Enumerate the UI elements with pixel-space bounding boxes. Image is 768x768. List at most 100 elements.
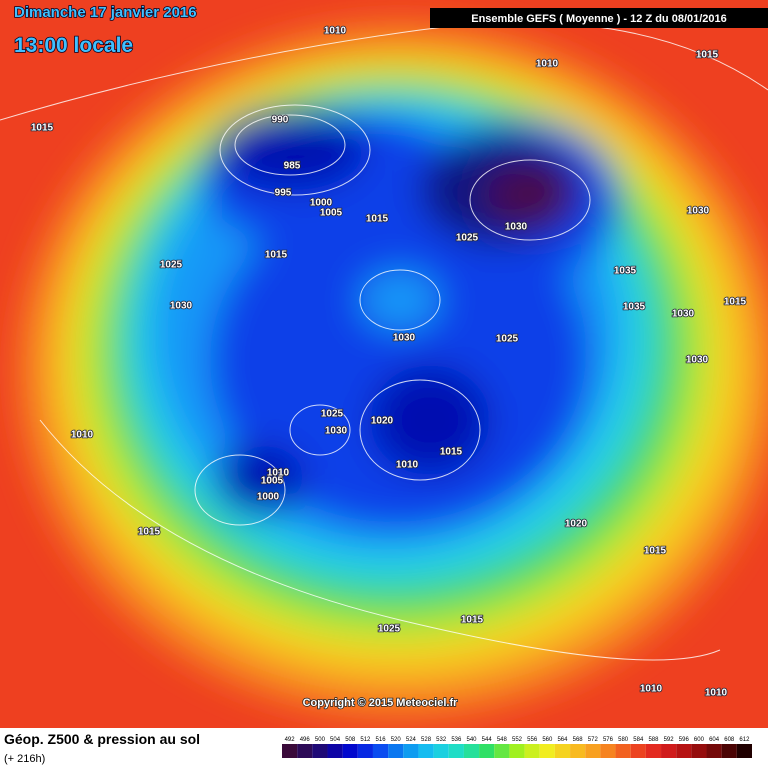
isobar-label: 990 <box>272 115 289 126</box>
colorbar-label: 544 <box>482 737 493 743</box>
colorbar-cell <box>661 744 677 758</box>
isobar-label: 1025 <box>321 409 344 420</box>
isobar-label: 1015 <box>696 50 719 61</box>
colorbar-label: 604 <box>709 737 720 743</box>
model-info: Ensemble GEFS ( Moyenne ) - 12 Z du 08/0… <box>471 13 727 25</box>
colorbar-cell <box>282 744 298 758</box>
colorbar-cell <box>357 744 373 758</box>
colorbar-label: 600 <box>694 737 705 743</box>
isobar-label: 1010 <box>324 26 347 37</box>
isobar-label: 1015 <box>724 297 747 308</box>
colorbar-cell <box>448 744 464 758</box>
colorbar-cell <box>463 744 480 758</box>
colorbar-cell <box>297 744 313 758</box>
colorbar-label: 568 <box>573 737 584 743</box>
colorbar-cell <box>706 744 722 758</box>
colorbar-label: 504 <box>330 737 341 743</box>
colorbar-cell <box>494 744 510 758</box>
colorbar-label: 540 <box>467 737 478 743</box>
isobar-label: 1010 <box>396 460 419 471</box>
colorbar-label: 548 <box>497 737 508 743</box>
isobar-label: 1015 <box>265 250 288 261</box>
colorbar-cell <box>676 744 692 758</box>
isobar-label: 1025 <box>496 334 519 345</box>
colorbar-cell <box>372 744 389 758</box>
isobar-label: 1020 <box>565 519 588 530</box>
colorbar-cell <box>312 744 328 758</box>
copyright: Copyright © 2015 Meteociel.fr <box>303 697 459 709</box>
colorbar-label: 496 <box>300 737 311 743</box>
colorbar-cell <box>615 744 631 758</box>
colorbar-label: 592 <box>664 737 675 743</box>
colorbar-label: 516 <box>376 737 387 743</box>
isobar-label: 1025 <box>160 260 183 271</box>
colorbar-label: 520 <box>391 737 402 743</box>
colorbar-cell <box>630 744 646 758</box>
colorbar-cell <box>403 744 419 758</box>
isobar-label: 1030 <box>672 309 695 320</box>
isobar-label: 1015 <box>440 447 463 458</box>
isobar-label: 985 <box>284 161 301 172</box>
colorbar: 492 496 500 504 508 512 516 520 524 528 532 536 540 5… <box>282 737 752 758</box>
colorbar-cell <box>585 744 601 758</box>
colorbar-label: 532 <box>436 737 447 743</box>
isobar-labels: 1010101010151015990985995100010051015102… <box>30 25 747 700</box>
colorbar-cell <box>554 744 571 758</box>
isobar-label: 995 <box>275 188 292 199</box>
isobar-label: 1010 <box>267 468 290 479</box>
isobar-label: 1010 <box>536 59 559 70</box>
isobar-label: 1035 <box>623 302 646 313</box>
date: Dimanche 17 janvier 2016 <box>14 4 197 21</box>
colorbar-cell <box>736 744 752 758</box>
isobar-label: 1010 <box>640 684 663 695</box>
colorbar-label: 584 <box>633 737 644 743</box>
colorbar-cell <box>342 744 358 758</box>
colorbar-label: 564 <box>557 737 568 743</box>
isobar-label: 1030 <box>170 301 193 312</box>
isobar-label: 1015 <box>366 214 389 225</box>
colorbar-cell <box>570 744 586 758</box>
isobar-label: 1010 <box>71 430 94 441</box>
colorbar-label: 556 <box>527 737 538 743</box>
colorbar-label: 512 <box>360 737 371 743</box>
colorbar-label: 596 <box>679 737 690 743</box>
isobar-label: 1030 <box>393 333 416 344</box>
colorbar-cell <box>524 744 540 758</box>
colorbar-cell <box>539 744 555 758</box>
colorbar-cell <box>418 744 434 758</box>
colorbar-label: 560 <box>542 737 553 743</box>
isobar-label: 1035 <box>614 266 637 277</box>
isobar-label: 1015 <box>138 527 161 538</box>
model-box <box>430 8 768 28</box>
colorbar-label: 576 <box>603 737 614 743</box>
colorbar-label: 492 <box>285 737 296 743</box>
isobar-label: 1000 <box>310 198 333 209</box>
colorbar-label: 524 <box>406 737 417 743</box>
isobar-label: 1025 <box>378 624 401 635</box>
footer-lead: (+ 216h) <box>4 753 45 765</box>
isobar-label: 1005 <box>320 208 343 219</box>
footer-title: Géop. Z500 & pression au sol <box>4 731 200 747</box>
colorbar-cell <box>600 744 616 758</box>
colorbar-label: 580 <box>618 737 629 743</box>
isobar-label: 1025 <box>456 233 479 244</box>
colorbar-label: 528 <box>421 737 432 743</box>
colorbar-label: 588 <box>648 737 659 743</box>
colorbar-cell <box>645 744 662 758</box>
colorbar-label: 536 <box>451 737 462 743</box>
isobar-label: 1015 <box>461 615 484 626</box>
map-field <box>0 0 768 728</box>
colorbar-label: 608 <box>724 737 735 743</box>
isobar-label: 1005 <box>261 476 284 487</box>
local-time: 13:00 locale <box>14 34 133 57</box>
colorbar-label: 612 <box>739 737 750 743</box>
colorbar-cell <box>691 744 707 758</box>
colorbar-label: 552 <box>512 737 523 743</box>
isobar-label: 1030 <box>686 355 709 366</box>
colorbar-cell <box>433 744 449 758</box>
isobar-label: 1015 <box>644 546 667 557</box>
colorbar-cell <box>327 744 343 758</box>
isobar-label: 1030 <box>505 222 528 233</box>
colorbar-label: 572 <box>588 737 599 743</box>
